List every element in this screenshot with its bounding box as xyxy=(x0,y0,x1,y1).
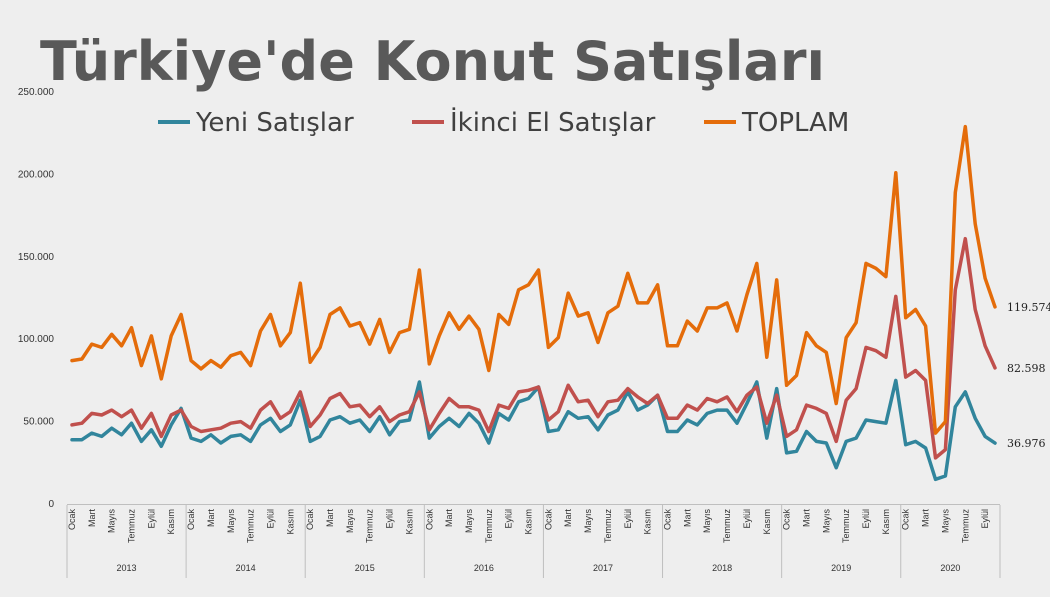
series-line-2 xyxy=(70,124,997,435)
x-axis: Ocak Mart Mayıs Temmuz Eylül Kasım 2013 Ocak Mar… xyxy=(66,505,1001,578)
x-tick-label: Eylül xyxy=(385,509,395,529)
x-tick-label: Ocak xyxy=(67,509,77,531)
end-value-label: 82.598 xyxy=(1007,362,1046,375)
series-lines xyxy=(70,124,997,482)
x-tick-label: Mart xyxy=(921,509,931,527)
x-tick-label: Temmuz xyxy=(246,509,256,544)
legend: Yeni Satışlar İkinci El Satışlar TOPLAM xyxy=(158,106,849,138)
year-label: 2019 xyxy=(831,563,851,573)
x-tick-label: Mayıs xyxy=(226,509,236,534)
end-value-label: 119.574 xyxy=(1007,301,1050,314)
x-tick-label: Mayıs xyxy=(107,509,117,534)
x-tick-label: Temmuz xyxy=(127,509,137,544)
x-tick-label: Mayıs xyxy=(702,509,712,534)
x-tick-label: Ocak xyxy=(305,509,315,531)
x-tick-label: Mart xyxy=(563,509,573,527)
x-tick-label: Temmuz xyxy=(841,509,851,544)
x-tick-label: Ocak xyxy=(543,509,553,531)
series-line-0 xyxy=(70,378,997,482)
x-tick-label: Ocak xyxy=(901,509,911,531)
end-labels: 119.574 82.598 36.976 xyxy=(1007,301,1050,450)
x-tick-label: Mart xyxy=(325,509,335,527)
y-tick-label: 250.000 xyxy=(18,87,55,98)
x-tick-label: Ocak xyxy=(424,509,434,531)
x-tick-label: Kasım xyxy=(881,509,891,535)
x-tick-label: Eylül xyxy=(504,509,514,529)
x-tick-label: Temmuz xyxy=(960,509,970,544)
x-tick-label: Temmuz xyxy=(484,509,494,544)
x-tick-label: Eylül xyxy=(742,509,752,529)
y-tick-label: 0 xyxy=(48,499,54,510)
year-label: 2020 xyxy=(940,563,960,573)
legend-label-yeni: Yeni Satışlar xyxy=(195,108,354,138)
x-tick-label: Mayıs xyxy=(940,509,950,534)
x-tick-label: Mart xyxy=(87,509,97,527)
x-tick-label: Temmuz xyxy=(603,509,613,544)
x-tick-label: Ocak xyxy=(186,509,196,531)
x-tick-label: Temmuz xyxy=(365,509,375,544)
year-label: 2015 xyxy=(355,563,375,573)
year-label: 2013 xyxy=(117,563,137,573)
chart-title: Türkiye'de Konut Satışları xyxy=(40,30,825,93)
y-tick-label: 200.000 xyxy=(18,169,55,180)
y-axis-ticks: 0 50.000 100.000 150.000 200.000 250.000 xyxy=(18,87,55,510)
x-tick-label: Eylül xyxy=(265,509,275,529)
x-tick-label: Ocak xyxy=(662,509,672,531)
x-tick-label: Temmuz xyxy=(722,509,732,544)
x-tick-label: Ocak xyxy=(782,509,792,531)
x-tick-label: Kasım xyxy=(404,509,414,535)
x-tick-label: Eylül xyxy=(980,509,990,529)
end-value-label: 36.976 xyxy=(1007,437,1046,450)
x-tick-label: Mart xyxy=(206,509,216,527)
x-tick-label: Kasım xyxy=(285,509,295,535)
x-tick-label: Kasım xyxy=(762,509,772,535)
x-tick-label: Kasım xyxy=(524,509,534,535)
x-tick-label: Eylül xyxy=(623,509,633,529)
series-line-1 xyxy=(70,236,997,460)
y-tick-label: 50.000 xyxy=(23,417,54,428)
year-label: 2016 xyxy=(474,563,494,573)
x-tick-label: Mart xyxy=(801,509,811,527)
legend-label-toplam: TOPLAM xyxy=(741,108,849,138)
x-tick-label: Mart xyxy=(682,509,692,527)
x-tick-label: Mayıs xyxy=(345,509,355,534)
x-tick-label: Mayıs xyxy=(464,509,474,534)
x-tick-label: Mayıs xyxy=(821,509,831,534)
x-tick-label: Eylül xyxy=(861,509,871,529)
x-tick-label: Kasım xyxy=(643,509,653,535)
legend-label-ikinci: İkinci El Satışlar xyxy=(450,106,656,138)
y-tick-label: 150.000 xyxy=(18,252,55,263)
x-tick-label: Mayıs xyxy=(583,509,593,534)
year-label: 2018 xyxy=(712,563,732,573)
x-tick-label: Mart xyxy=(444,509,454,527)
y-tick-label: 100.000 xyxy=(18,334,55,345)
x-tick-label: Kasım xyxy=(166,509,176,535)
x-tick-label: Eylül xyxy=(146,509,156,529)
year-label: 2014 xyxy=(236,563,256,573)
year-label: 2017 xyxy=(593,563,613,573)
